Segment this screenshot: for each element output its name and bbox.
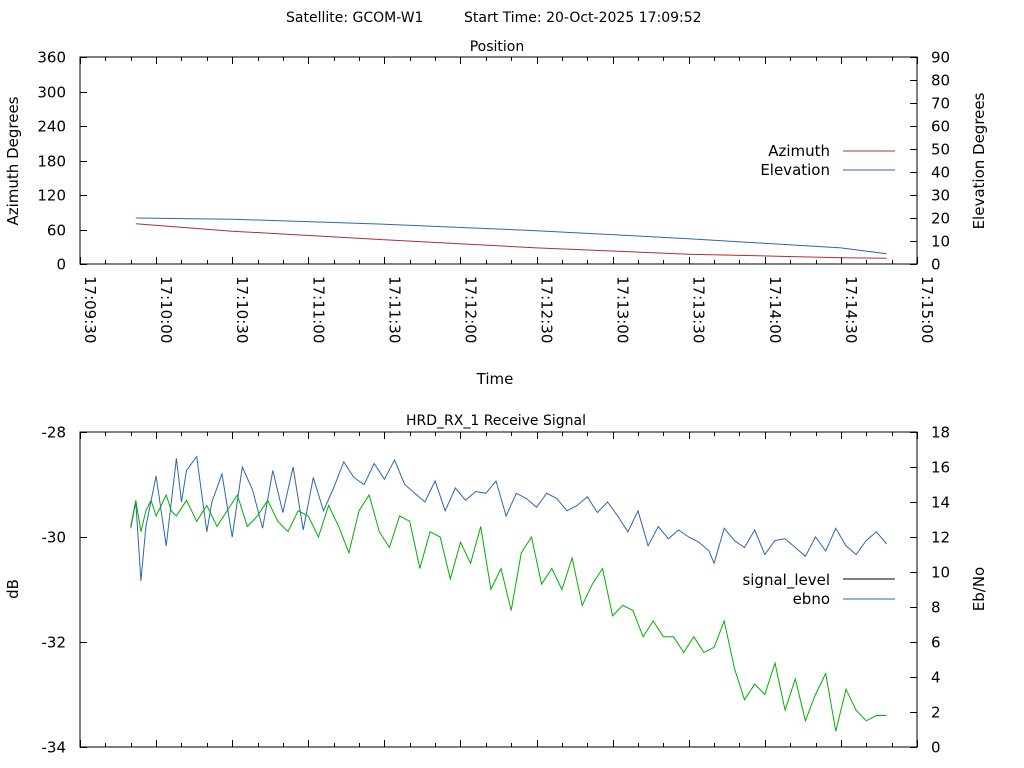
ebno-y-tick-label: 10: [931, 564, 950, 582]
db-axis-label: dB: [4, 579, 22, 599]
satellite-label: Satellite: GCOM-W1: [286, 10, 423, 26]
azimuth-y-tick-label: 300: [37, 84, 66, 102]
azimuth-y-tick-label: 240: [37, 118, 66, 136]
receive-plot-border: [79, 431, 918, 748]
start-time-label: Start Time: 20-Oct-2025 17:09:52: [464, 10, 702, 26]
receive-chart-title: HRD_RX_1 Receive Signal: [406, 413, 586, 429]
position-x-axis-label: Time: [476, 370, 514, 388]
db-y-tick-label: -32: [42, 634, 67, 652]
azimuth-series-line: [135, 223, 887, 259]
ebno-y-tick-label: 0: [931, 739, 941, 757]
position-x-tick-label: 17:10:30: [233, 276, 251, 343]
ebno-y-tick-label: 2: [931, 704, 941, 722]
position-x-tick-label: 17:09:30: [81, 276, 99, 343]
azimuth-y-tick-label: 360: [37, 49, 66, 67]
azimuth-y-tick-label: 180: [37, 153, 66, 171]
azimuth-y-tick-label: 120: [37, 187, 66, 205]
db-y-tick-label: -34: [42, 739, 67, 757]
legend-ebno-label: ebno: [793, 590, 830, 608]
elevation-y-tick-label: 0: [931, 256, 941, 274]
signal-trace-series-line: [130, 493, 887, 732]
position-x-tick-label: 17:14:30: [842, 276, 860, 343]
legend-azimuth-label: Azimuth: [768, 142, 830, 160]
elevation-y-tick-label: 50: [931, 141, 950, 159]
position-x-tick-label: 17:10:00: [157, 276, 175, 343]
position-x-tick-label: 17:12:00: [461, 276, 479, 343]
elevation-y-tick-label: 60: [931, 118, 950, 136]
elevation-y-tick-label: 90: [931, 49, 950, 67]
azimuth-axis-label: Azimuth Degrees: [4, 96, 22, 225]
position-x-tick-label: 17:13:30: [690, 276, 708, 343]
elevation-y-tick-label: 30: [931, 187, 950, 205]
legend-elevation-label: Elevation: [760, 161, 830, 179]
position-x-tick-label: 17:12:30: [538, 276, 556, 343]
ebno-axis-label: Eb/No: [970, 567, 988, 611]
position-x-tick-label: 17:13:00: [614, 276, 632, 343]
elevation-y-tick-label: 70: [931, 95, 950, 113]
db-y-tick-label: -30: [42, 529, 67, 547]
position-x-tick-label: 17:15:00: [918, 276, 936, 343]
ebno-y-tick-label: 16: [931, 459, 950, 477]
position-plot-border: [79, 56, 918, 265]
elevation-y-tick-label: 40: [931, 164, 950, 182]
ebno-y-tick-label: 8: [931, 599, 941, 617]
ebno-series-line: [130, 455, 887, 581]
ebno-y-tick-label: 4: [931, 669, 941, 687]
db-y-tick-label: -28: [42, 424, 67, 442]
position-chart-title: Position: [470, 39, 525, 55]
position-x-tick-label: 17:14:00: [766, 276, 784, 343]
elevation-y-tick-label: 20: [931, 210, 950, 228]
elevation-y-tick-label: 10: [931, 233, 950, 251]
ebno-y-tick-label: 12: [931, 529, 950, 547]
position-x-tick-label: 17:11:30: [385, 276, 403, 343]
elevation-series-line: [135, 217, 887, 255]
ebno-y-tick-label: 18: [931, 424, 950, 442]
elevation-axis-label: Elevation Degrees: [970, 92, 988, 229]
ebno-y-tick-label: 6: [931, 634, 941, 652]
position-x-tick-label: 17:11:00: [309, 276, 327, 343]
elevation-y-tick-label: 80: [931, 72, 950, 90]
legend-signal-level-label: signal_level: [742, 571, 830, 590]
ebno-y-tick-label: 14: [931, 494, 950, 512]
azimuth-y-tick-label: 60: [47, 222, 66, 240]
azimuth-y-tick-label: 0: [56, 256, 66, 274]
